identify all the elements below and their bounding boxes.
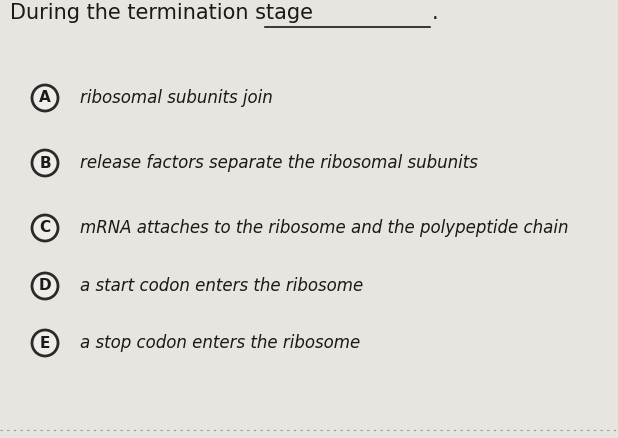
Text: During the termination stage: During the termination stage [10, 3, 313, 23]
Text: E: E [40, 336, 50, 350]
Text: release factors separate the ribosomal subunits: release factors separate the ribosomal s… [80, 154, 478, 172]
Circle shape [32, 273, 58, 299]
Circle shape [32, 85, 58, 111]
Text: mRNA attaches to the ribosome and the polypeptide chain: mRNA attaches to the ribosome and the po… [80, 219, 569, 237]
Circle shape [32, 150, 58, 176]
Text: a start codon enters the ribosome: a start codon enters the ribosome [80, 277, 363, 295]
Text: a stop codon enters the ribosome: a stop codon enters the ribosome [80, 334, 360, 352]
Circle shape [32, 215, 58, 241]
Text: ribosomal subunits join: ribosomal subunits join [80, 89, 273, 107]
Circle shape [32, 330, 58, 356]
Text: D: D [39, 279, 51, 293]
Text: B: B [39, 155, 51, 170]
Text: C: C [40, 220, 51, 236]
Text: .: . [432, 3, 439, 23]
Text: A: A [39, 91, 51, 106]
